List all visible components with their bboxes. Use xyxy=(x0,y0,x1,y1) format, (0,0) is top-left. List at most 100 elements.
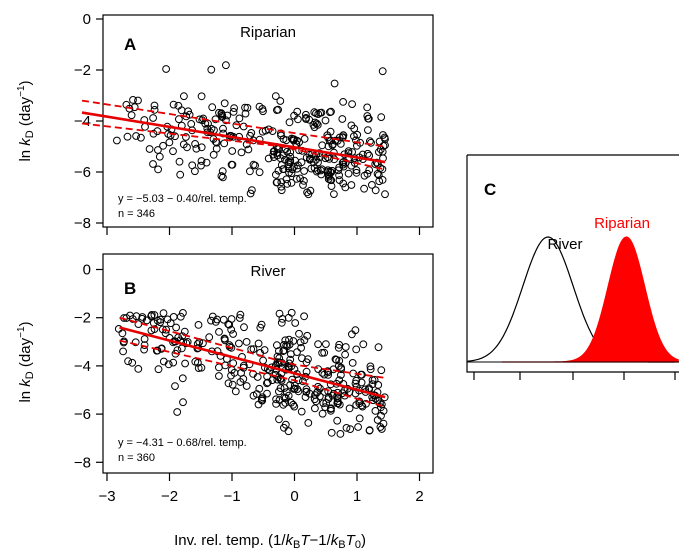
data-point xyxy=(192,144,201,153)
data-point xyxy=(197,161,205,170)
data-point xyxy=(327,428,336,437)
data-point xyxy=(277,318,286,327)
data-point xyxy=(321,154,330,163)
data-point xyxy=(176,170,185,179)
data-point xyxy=(197,143,206,152)
data-point xyxy=(372,158,381,167)
data-point xyxy=(142,316,151,325)
data-point xyxy=(235,114,244,123)
data-point xyxy=(229,108,238,116)
data-point xyxy=(274,166,283,175)
data-point xyxy=(318,141,327,150)
data-point xyxy=(375,177,384,186)
panel-c-label-river: River xyxy=(547,236,582,253)
data-point xyxy=(334,343,343,352)
x-tick-label: −2 xyxy=(161,488,178,505)
data-point xyxy=(381,135,389,144)
data-point xyxy=(220,99,229,108)
data-point xyxy=(285,335,293,344)
data-point xyxy=(341,350,350,359)
data-point xyxy=(341,343,350,351)
data-point xyxy=(275,309,284,318)
data-point xyxy=(113,136,121,145)
data-point xyxy=(175,157,184,166)
data-point xyxy=(297,344,306,352)
data-point xyxy=(366,362,375,371)
data-point xyxy=(276,97,285,105)
data-point xyxy=(321,403,330,412)
data-point xyxy=(287,350,295,359)
data-point xyxy=(147,312,156,321)
data-point xyxy=(137,133,145,142)
data-point xyxy=(172,323,181,332)
data-point xyxy=(321,116,330,125)
data-point xyxy=(215,108,223,117)
data-point xyxy=(303,331,312,340)
data-point xyxy=(324,387,333,396)
data-point xyxy=(311,404,319,413)
data-point xyxy=(169,313,178,321)
data-point xyxy=(282,136,291,145)
data-point xyxy=(350,132,358,141)
data-point xyxy=(377,113,386,121)
data-point xyxy=(300,312,309,321)
data-point xyxy=(335,340,344,349)
data-point xyxy=(246,189,255,198)
data-point xyxy=(256,323,265,332)
data-point xyxy=(150,106,159,114)
data-point xyxy=(239,375,248,383)
data-point xyxy=(182,133,190,141)
data-point xyxy=(224,379,233,388)
data-point xyxy=(381,190,389,199)
data-point xyxy=(344,169,353,178)
panel-c: C River Riparian xyxy=(466,154,679,380)
data-point xyxy=(294,161,302,170)
panel-b-title: River xyxy=(250,263,285,280)
data-point xyxy=(371,407,380,415)
data-point xyxy=(264,154,273,163)
data-point xyxy=(127,111,136,120)
data-point xyxy=(174,101,183,110)
data-point xyxy=(379,131,387,139)
data-point xyxy=(359,340,368,349)
data-point xyxy=(339,131,348,140)
data-point xyxy=(296,338,305,347)
data-point xyxy=(354,423,363,431)
data-point xyxy=(313,388,322,397)
data-point xyxy=(325,137,334,145)
data-point xyxy=(178,374,187,383)
data-point xyxy=(199,114,208,123)
data-point xyxy=(357,378,366,387)
data-point xyxy=(280,423,288,432)
data-point xyxy=(263,389,271,398)
panel-c-curves xyxy=(467,236,679,363)
panel-a-title: Riparian xyxy=(240,24,296,41)
y-axis-label-a: ln kD (day−1) xyxy=(16,80,36,161)
density-riparian xyxy=(501,236,679,363)
data-point xyxy=(208,103,217,112)
data-point xyxy=(285,118,294,127)
data-point xyxy=(298,354,306,363)
data-point xyxy=(227,343,236,352)
data-point xyxy=(347,121,356,130)
data-point xyxy=(249,160,258,169)
data-point xyxy=(140,335,149,343)
data-point xyxy=(326,108,334,117)
data-point xyxy=(334,399,343,408)
data-point xyxy=(304,419,313,427)
data-point xyxy=(173,408,182,416)
panel-a-equation: y = −5.03 − 0.40/rel. temp. xyxy=(118,193,247,205)
data-point xyxy=(281,399,290,407)
data-point xyxy=(363,149,372,158)
panel-c-label-riparian: Riparian xyxy=(594,215,650,232)
data-point xyxy=(207,65,216,74)
data-point xyxy=(132,132,141,140)
data-point xyxy=(254,339,263,348)
data-point xyxy=(149,114,158,122)
data-point xyxy=(218,167,227,176)
data-point xyxy=(287,134,296,143)
data-point xyxy=(318,409,327,418)
panel-b-points xyxy=(114,308,389,438)
data-point xyxy=(150,101,159,110)
data-point xyxy=(297,407,306,416)
